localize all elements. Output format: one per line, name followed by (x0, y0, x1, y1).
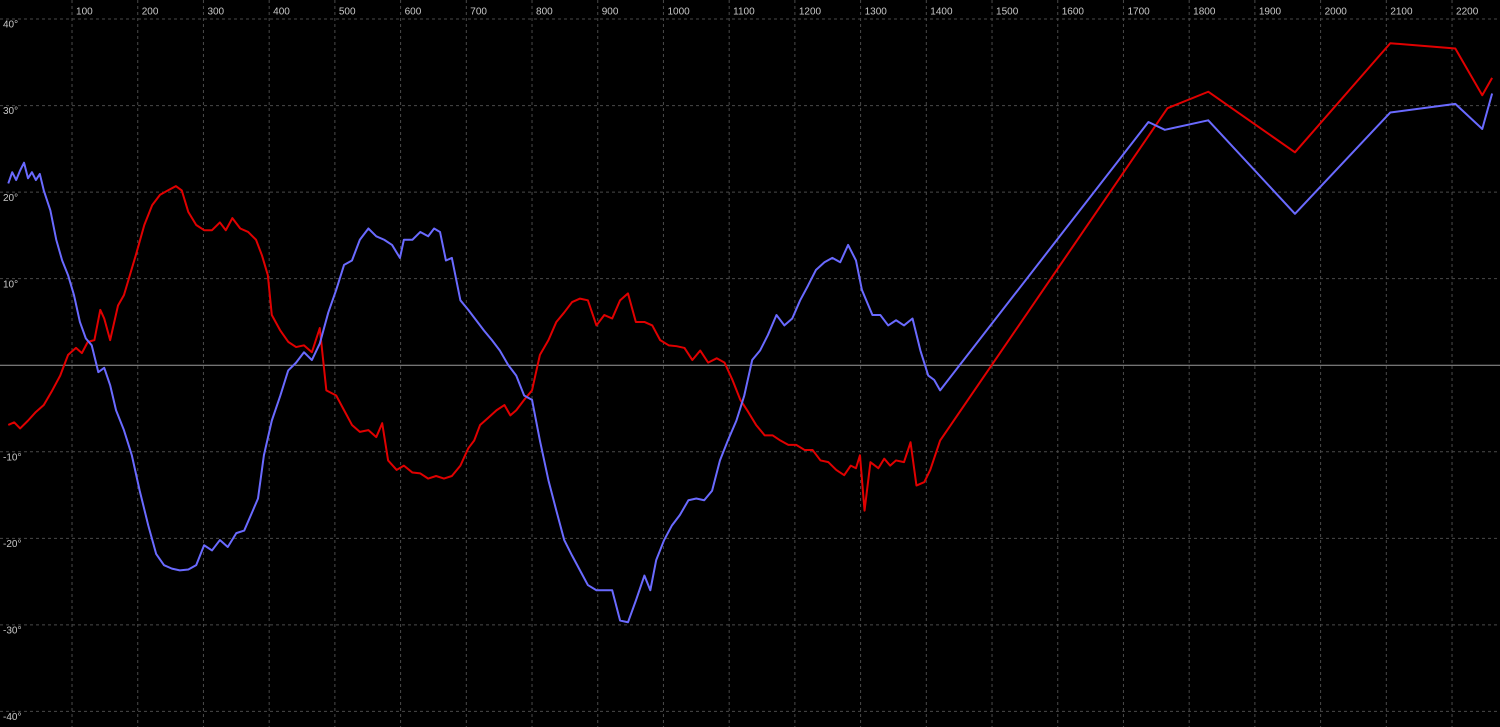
x-tick-label: 100 (76, 7, 93, 18)
x-tick-label: 900 (602, 7, 619, 18)
x-tick-label: 1900 (1259, 7, 1282, 18)
x-tick-label: 300 (207, 7, 224, 18)
y-tick-label: 10° (3, 279, 18, 290)
x-tick-label: 1300 (865, 7, 888, 18)
y-tick-label: -20° (3, 539, 21, 550)
x-tick-label: 200 (142, 7, 159, 18)
x-tick-label: 2200 (1456, 7, 1479, 18)
y-tick-label: 30° (3, 106, 18, 117)
x-tick-label: 1700 (1127, 7, 1150, 18)
y-tick-label: 20° (3, 193, 18, 204)
data-line (7, 93, 1494, 624)
x-tick-label: 800 (536, 7, 553, 18)
x-tick-label: 500 (339, 7, 356, 18)
x-tick-label: 1800 (1193, 7, 1216, 18)
x-tick-label: 2000 (1325, 7, 1348, 18)
x-tick-label: 2100 (1390, 7, 1413, 18)
y-tick-label: 40° (3, 20, 18, 31)
x-tick-label: 400 (273, 7, 290, 18)
x-tick-label: 600 (405, 7, 422, 18)
x-tick-label: 1200 (799, 7, 822, 18)
x-tick-label: 1500 (996, 7, 1019, 18)
x-tick-label: 1100 (733, 7, 755, 18)
y-tick-label: -30° (3, 626, 21, 637)
y-tick-label: -10° (3, 452, 21, 463)
x-tick-label: 700 (470, 7, 487, 18)
x-tick-label: 1600 (1062, 7, 1085, 18)
x-tick-label: 1000 (667, 7, 690, 18)
data-line (7, 42, 1493, 512)
x-tick-label: 1400 (930, 7, 953, 18)
y-tick-label: -40° (3, 712, 21, 723)
